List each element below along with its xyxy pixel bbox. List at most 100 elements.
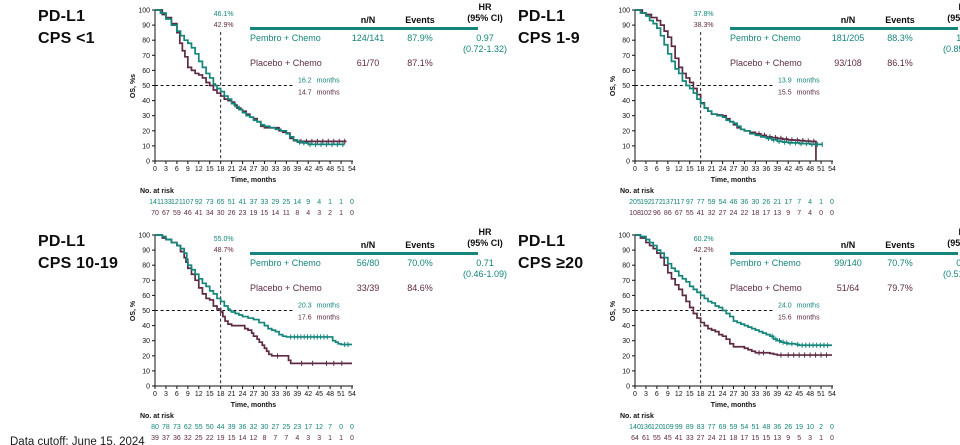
hr-ci: (0.85-1.40) <box>942 43 960 54</box>
y-tick-label: 60 <box>142 68 150 75</box>
at-risk-value-placebo: 37 <box>162 435 170 442</box>
at-risk-value-pembro: 55 <box>195 424 203 431</box>
y-tick-label: 90 <box>622 248 630 255</box>
x-tick-label: 12 <box>195 166 203 173</box>
y-tick-label: 40 <box>622 98 630 105</box>
y-axis-label: OS, % <box>610 300 617 321</box>
at-risk-value-pembro: 46 <box>730 199 738 206</box>
y-tick-label: 20 <box>622 353 630 360</box>
x-axis-label: Time, months <box>231 402 276 409</box>
series-label-pembro: Pembro + Chemo <box>730 32 801 43</box>
stats-header-hr: HR(95% CI) <box>928 2 960 25</box>
at-risk-value-placebo: 23 <box>239 210 247 217</box>
header-rule <box>730 251 958 255</box>
at-risk-value-pembro: 26 <box>762 199 770 206</box>
pembro-rate-annotation: 60.2% <box>694 236 714 243</box>
hr-cell: 1.09(0.85-1.40) <box>928 33 960 56</box>
stats-table-host: n/N Events HR (95% CI) Pembro + Chemo 56/80 70… <box>250 227 507 293</box>
series-label-pembro: Pembro + Chemo <box>730 257 801 268</box>
at-risk-value-pembro: 44 <box>217 424 225 431</box>
y-tick-label: 0 <box>626 159 630 166</box>
stats-header-hr-line2: (95% CI) <box>467 13 503 24</box>
at-risk-value-pembro: 69 <box>719 424 727 431</box>
x-tick-label: 39 <box>773 391 781 398</box>
at-risk-value-pembro: 109 <box>662 424 674 431</box>
x-tick-label: 21 <box>228 166 236 173</box>
km-curve-pembro <box>635 9 823 146</box>
at-risk-value-pembro: 120 <box>651 424 663 431</box>
stats-header-hr-line1: HR <box>928 2 960 13</box>
y-tick-label: 30 <box>142 338 150 345</box>
x-tick-label: 21 <box>708 391 716 398</box>
y-tick-label: 0 <box>146 384 150 391</box>
x-tick-label: 45 <box>795 166 803 173</box>
at-risk-value-pembro: 59 <box>708 199 716 206</box>
nn-value: 51/64 <box>836 283 860 293</box>
at-risk-value-pembro: 17 <box>304 424 312 431</box>
at-risk-value-placebo: 3 <box>317 210 321 217</box>
x-tick-label: 45 <box>315 391 323 398</box>
y-tick-label: 100 <box>138 233 150 240</box>
x-tick-label: 3 <box>164 391 168 398</box>
stats-header-events: Events <box>405 14 435 25</box>
at-risk-value-pembro: 10 <box>806 424 814 431</box>
y-tick-label: 100 <box>618 233 630 240</box>
at-risk-value-placebo: 30 <box>217 210 225 217</box>
at-risk-value-placebo: 14 <box>271 210 279 217</box>
x-tick-label: 51 <box>817 391 825 398</box>
x-tick-label: 54 <box>348 391 356 398</box>
stats-table-host: n/N Events HR(95% CI) Pembro + Chemo 181/205… <box>730 2 960 68</box>
at-risk-value-pembro: 0 <box>350 199 354 206</box>
at-risk-value-pembro: 117 <box>673 199 684 206</box>
at-risk-label: No. at risk <box>620 188 654 195</box>
at-risk-value-pembro: 54 <box>741 424 749 431</box>
at-risk-value-pembro: 83 <box>697 424 705 431</box>
y-axis-label: OS, % <box>130 300 137 321</box>
at-risk-value-placebo: 4 <box>306 210 310 217</box>
y-tick-label: 70 <box>142 278 150 285</box>
at-risk-value-pembro: 80 <box>151 424 159 431</box>
at-risk-value-pembro: 39 <box>228 424 236 431</box>
y-tick-label: 30 <box>142 113 150 120</box>
panel-title-line2: CPS 1-9 <box>518 29 580 47</box>
at-risk-value-placebo: 2 <box>328 210 332 217</box>
x-tick-label: 36 <box>762 166 770 173</box>
at-risk-value-pembro: 9 <box>306 199 310 206</box>
x-tick-label: 15 <box>206 166 214 173</box>
at-risk-value-pembro: 19 <box>795 424 803 431</box>
stats-header-hr-line2: (95% CI) <box>947 13 960 24</box>
x-tick-label: 39 <box>293 166 301 173</box>
header-rule <box>730 26 958 30</box>
stats-header-hr-line2: (95% CI) <box>947 238 960 249</box>
at-risk-value-pembro: 2 <box>819 424 823 431</box>
panel-title-line1: PD-L1 <box>38 233 86 250</box>
pembro-median-annotation: 24.0 months <box>778 303 820 310</box>
stats-row-placebo: Placebo + Chemo 61/70 87.1% <box>250 58 478 68</box>
at-risk-value-placebo: 45 <box>664 435 672 442</box>
x-tick-label: 6 <box>175 166 179 173</box>
events-value: 84.6% <box>407 283 433 293</box>
at-risk-value-placebo: 8 <box>295 210 299 217</box>
at-risk-value-pembro: 97 <box>686 199 694 206</box>
at-risk-value-placebo: 8 <box>262 435 266 442</box>
at-risk-value-placebo: 22 <box>741 210 749 217</box>
at-risk-value-placebo: 9 <box>786 435 790 442</box>
x-tick-label: 27 <box>250 391 258 398</box>
x-tick-label: 24 <box>239 391 247 398</box>
at-risk-value-placebo: 55 <box>653 435 661 442</box>
at-risk-value-pembro: 41 <box>239 199 247 206</box>
at-risk-value-pembro: 30 <box>261 424 269 431</box>
at-risk-value-placebo: 61 <box>642 435 650 442</box>
x-tick-label: 6 <box>655 391 659 398</box>
panel-title-line2: CPS ≥20 <box>518 254 584 272</box>
at-risk-value-pembro: 36 <box>773 424 781 431</box>
at-risk-value-pembro: 0 <box>339 424 343 431</box>
at-risk-value-pembro: 23 <box>293 424 301 431</box>
panel-title: PD-L1 CPS 1-9 <box>518 6 580 49</box>
at-risk-value-pembro: 27 <box>271 424 279 431</box>
y-tick-label: 40 <box>622 323 630 330</box>
x-tick-label: 54 <box>348 166 356 173</box>
x-tick-label: 51 <box>817 166 825 173</box>
placebo-median-annotation: 15.6 months <box>778 315 820 322</box>
